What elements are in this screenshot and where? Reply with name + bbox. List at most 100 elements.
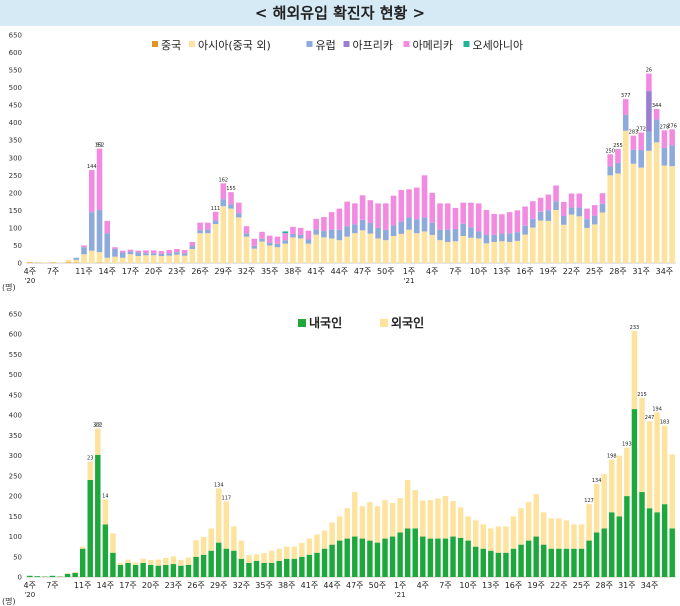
data-label: 272 (636, 127, 646, 133)
bar-4-57 (468, 202, 474, 228)
bar-1-60 (491, 241, 497, 263)
bar-4-34 (290, 226, 296, 234)
bar-4-26 (228, 192, 234, 205)
bar-4-64 (522, 206, 528, 226)
bar-1-21 (189, 248, 196, 263)
x-tick-label: 22주 (563, 267, 581, 276)
bar-1-17 (158, 255, 165, 263)
bar-0-71 (563, 548, 570, 577)
bar-1-67 (545, 220, 552, 263)
bar-1-78 (616, 455, 623, 517)
x-tick-label: 4주 (426, 267, 438, 276)
bar-1-16 (150, 255, 157, 263)
bar-2-61 (499, 233, 505, 242)
y-tick-label: 550 (9, 67, 22, 75)
bar-4-39 (328, 212, 335, 230)
bar-2-24 (212, 220, 219, 225)
bar-0-29 (246, 562, 252, 577)
bar-1-40 (329, 522, 335, 545)
bar-1-77 (622, 130, 629, 263)
bar-1-38 (314, 534, 320, 553)
bar-1-30 (253, 554, 260, 561)
y-tick-label: 400 (9, 412, 22, 420)
bar-0-7 (79, 548, 86, 577)
bar-1-42 (352, 233, 358, 263)
bar-1-51 (421, 231, 428, 263)
bar-1-82 (646, 421, 653, 509)
bar-1-80 (631, 330, 638, 410)
y-tick-label: 100 (9, 533, 22, 541)
bar-0-47 (382, 538, 388, 577)
bar-4-77 (622, 99, 629, 115)
bar-1-18 (163, 557, 169, 565)
x-tick-label: 7주 (47, 267, 59, 276)
bar-2-40 (336, 229, 343, 241)
bar-0-53 (427, 538, 434, 577)
bar-1-44 (359, 506, 366, 539)
x-tick-label: 29주 (215, 267, 233, 276)
x-tick-label: 44주 (323, 581, 341, 590)
bar-2-50 (413, 219, 420, 234)
bar-1-35 (297, 238, 304, 263)
data-label: 220 (675, 27, 680, 29)
bar-1-76 (615, 173, 621, 263)
bar-4-15 (143, 250, 149, 254)
bar-4-35 (297, 227, 304, 235)
bar-4-16 (150, 250, 157, 254)
bar-1-52 (420, 500, 426, 537)
bar-4-36 (305, 230, 312, 240)
x-tick-label: 7주 (439, 581, 451, 590)
bar-2-63 (514, 232, 521, 241)
bar-0-82 (646, 508, 653, 577)
data-label: 26 (646, 68, 652, 74)
x-tick-label: 16주 (505, 581, 523, 590)
bar-1-64 (522, 234, 528, 263)
bar-0-75 (593, 532, 600, 577)
bar-1-53 (427, 500, 434, 539)
bar-2-35 (297, 234, 304, 239)
bar-2-79 (638, 150, 644, 168)
bar-1-7 (81, 254, 87, 263)
bar-4-24 (212, 211, 219, 221)
y-tick-label: 200 (9, 493, 22, 501)
bar-1-24 (208, 528, 214, 551)
bar-1-34 (290, 237, 296, 263)
bar-2-69 (561, 216, 567, 225)
bar-2-14 (135, 252, 141, 256)
bar-1-80 (646, 150, 652, 263)
x-tick-label: 50주 (369, 581, 387, 590)
legend-swatch-3 (343, 41, 350, 47)
bar-1-77 (609, 459, 615, 513)
year-label: '20 (24, 591, 35, 599)
bar-0-65 (518, 544, 524, 577)
bar-1-11 (110, 533, 116, 553)
bar-0-48 (389, 536, 396, 577)
bar-0-83 (654, 512, 660, 577)
bar-0-79 (624, 496, 630, 577)
bar-1-59 (472, 520, 479, 547)
bar-1-65 (530, 227, 536, 263)
bar-1-83 (669, 166, 675, 263)
bar-4-83 (669, 129, 675, 146)
bar-1-81 (653, 142, 660, 263)
y-tick-label: 100 (9, 224, 22, 232)
y-tick-label: 150 (9, 513, 22, 521)
x-tick-label: 20주 (142, 581, 160, 590)
bar-2-30 (259, 238, 265, 242)
bar-2-47 (390, 225, 397, 236)
bar-1-58 (465, 516, 471, 541)
bar-2-34 (290, 233, 296, 238)
data-label: 183 (660, 420, 670, 426)
bar-2-57 (468, 227, 474, 238)
bar-1-57 (468, 237, 474, 263)
bar-1-13 (125, 559, 131, 563)
bar-0-80 (631, 409, 638, 577)
bar-2-55 (452, 228, 459, 242)
data-label: 91 (96, 143, 102, 149)
bar-2-65 (530, 218, 536, 228)
bar-4-52 (429, 192, 436, 223)
x-tick-label: 26주 (187, 581, 205, 590)
bar-4-73 (591, 205, 598, 216)
bar-0-84 (661, 504, 668, 577)
bar-4-43 (359, 195, 366, 220)
